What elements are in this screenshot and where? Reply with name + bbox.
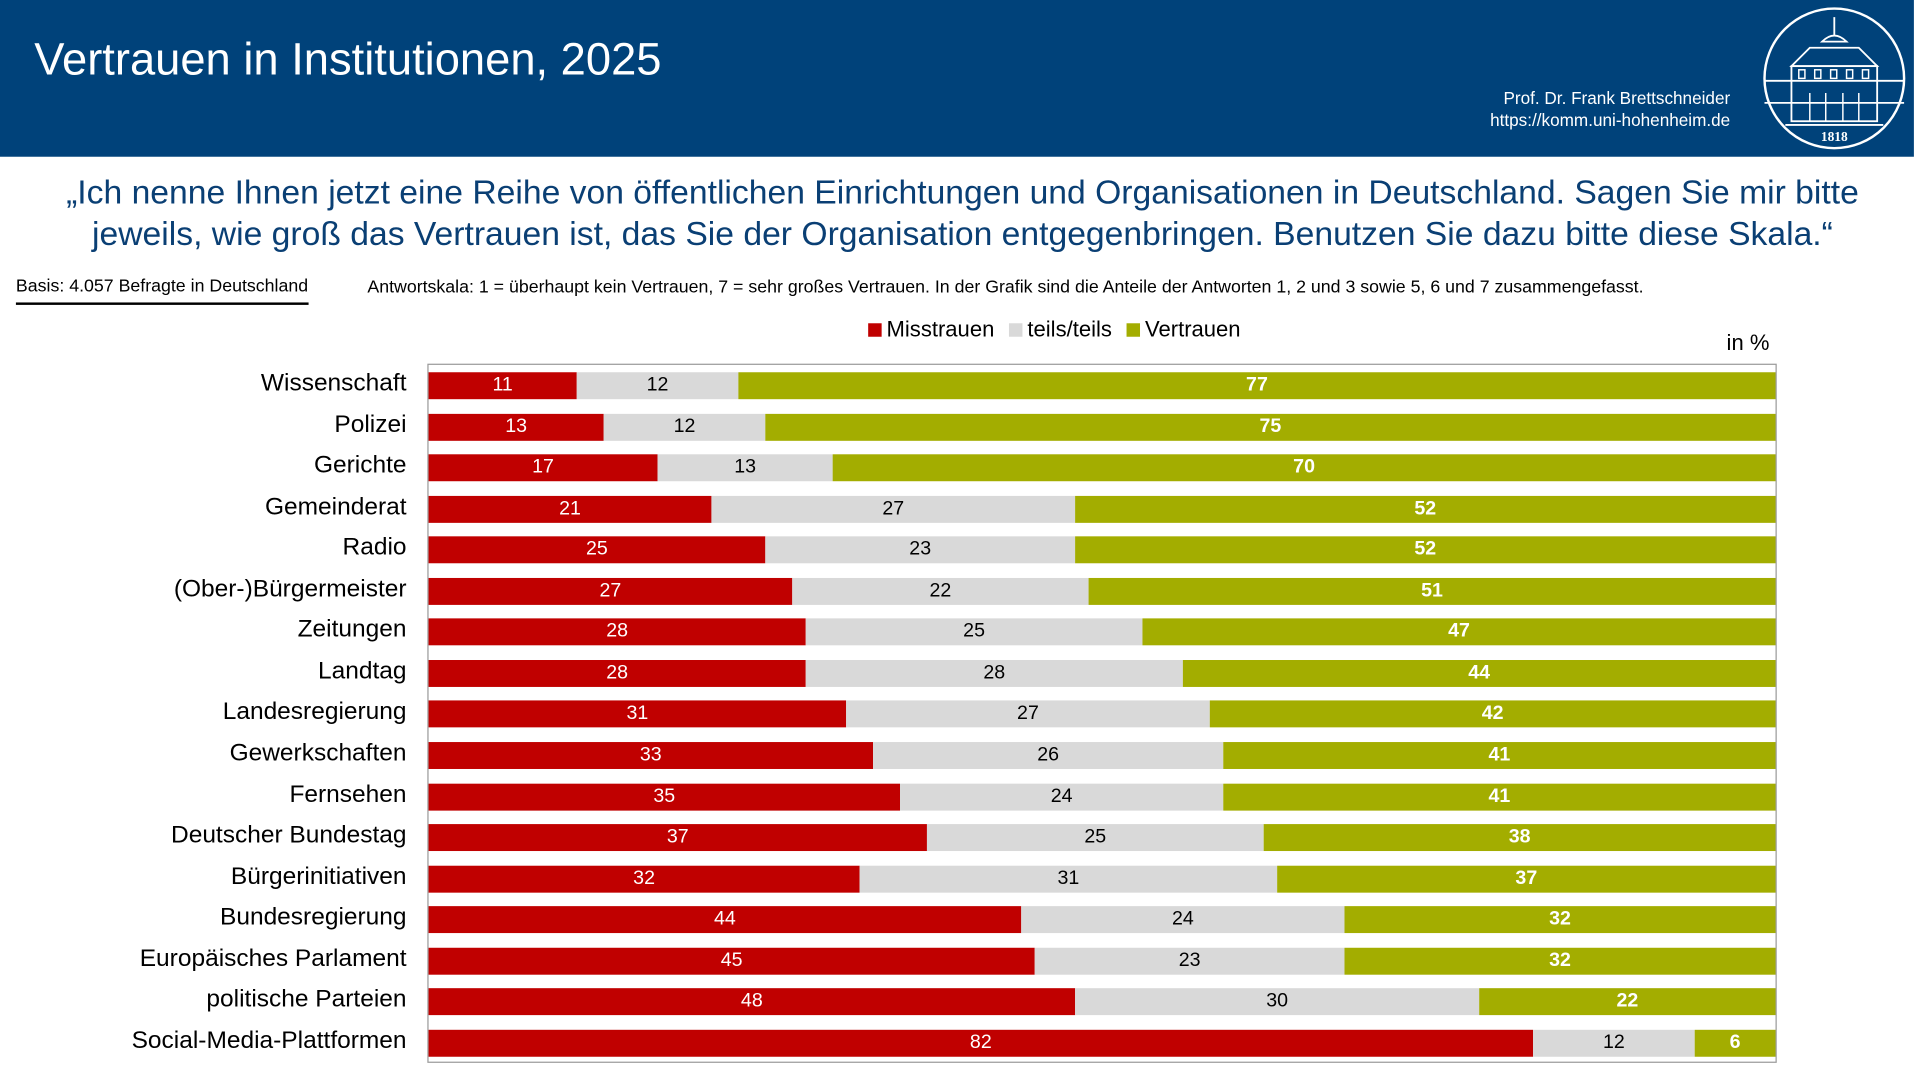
bar-segment-teils-teils: 27 xyxy=(711,495,1076,523)
page-title: Vertrauen in Institutionen, 2025 xyxy=(34,34,662,85)
legend: Misstrauen teils/teils Vertrauen xyxy=(868,317,1241,343)
legend-label: Vertrauen xyxy=(1144,317,1241,342)
category-label: Gewerkschaften xyxy=(229,739,407,767)
legend-item: Vertrauen xyxy=(1126,317,1241,343)
bar-segment-misstrauen: 33 xyxy=(428,741,874,769)
author-url: https://komm.uni-hohenheim.de xyxy=(1490,110,1731,130)
bar-segment-misstrauen: 31 xyxy=(428,700,847,728)
bar-segment-teils-teils: 12 xyxy=(603,413,766,441)
category-label: Gerichte xyxy=(313,451,407,479)
bar-segment-vertrauen: 41 xyxy=(1223,741,1776,769)
bar-segment-misstrauen: 13 xyxy=(428,413,604,441)
legend-label: Misstrauen xyxy=(886,317,995,342)
category-label: Bürgerinitiativen xyxy=(230,862,407,890)
bar-segment-misstrauen: 25 xyxy=(428,536,766,564)
legend-swatch xyxy=(1126,323,1141,337)
bar-segment-teils-teils: 13 xyxy=(657,454,833,482)
bar-segment-teils-teils: 27 xyxy=(846,700,1210,728)
bar-segment-misstrauen: 21 xyxy=(428,495,712,523)
bar-segment-vertrauen: 32 xyxy=(1344,947,1776,975)
category-label: Social-Media-Plattformen xyxy=(131,1027,407,1055)
bar-segment-teils-teils: 31 xyxy=(859,865,1278,893)
bar-segment-vertrauen: 41 xyxy=(1223,783,1776,811)
bar-segment-misstrauen: 28 xyxy=(428,618,806,646)
category-label: (Ober-)Bürgermeister xyxy=(173,575,407,603)
category-label: Landesregierung xyxy=(222,698,407,726)
bar-segment-misstrauen: 17 xyxy=(428,454,658,482)
bar-segment-vertrauen: 37 xyxy=(1277,865,1776,893)
category-label: Gemeinderat xyxy=(264,493,407,520)
bar-segment-vertrauen: 70 xyxy=(832,454,1776,482)
bar-segment-misstrauen: 28 xyxy=(428,659,806,687)
legend-item: teils/teils xyxy=(1009,317,1112,343)
category-label: Fernsehen xyxy=(289,780,407,808)
bar-segment-vertrauen: 77 xyxy=(738,372,1776,400)
bar-segment-vertrauen: 38 xyxy=(1263,824,1776,852)
bar-segment-teils-teils: 23 xyxy=(1034,947,1345,975)
sample-basis: Basis: 4.057 Befragte in Deutschland xyxy=(15,277,309,305)
bar-segment-teils-teils: 24 xyxy=(1021,906,1345,934)
bar-segment-misstrauen: 32 xyxy=(428,865,860,893)
legend-swatch xyxy=(868,323,882,337)
bar-segment-misstrauen: 44 xyxy=(428,906,1022,934)
bar-segment-misstrauen: 11 xyxy=(428,372,577,400)
bar-segment-misstrauen: 45 xyxy=(428,947,1035,975)
bar-segment-teils-teils: 30 xyxy=(1075,988,1480,1016)
bar-segment-teils-teils: 25 xyxy=(926,824,1264,852)
university-seal-logo: 1818 xyxy=(1763,7,1906,150)
plot-area: 11 12 77 13 12 75 17 13 70 21 27 52 25 23 52 27 22 51 28 25… xyxy=(427,363,1777,1063)
bar-segment-teils-teils: 12 xyxy=(576,372,739,400)
unit-label: in % xyxy=(1726,330,1770,356)
category-label: Landtag xyxy=(318,657,407,685)
legend-swatch xyxy=(1009,323,1023,337)
bar-segment-teils-teils: 22 xyxy=(792,577,1089,605)
author-name: Prof. Dr. Frank Brettschneider xyxy=(1503,88,1731,108)
bar-segment-vertrauen: 22 xyxy=(1479,988,1776,1016)
category-label: Bundesregierung xyxy=(219,903,407,931)
category-label: Europäisches Parlament xyxy=(139,944,407,972)
category-label: Zeitungen xyxy=(297,616,407,644)
legend-label: teils/teils xyxy=(1027,317,1112,342)
category-label: Wissenschaft xyxy=(260,369,407,397)
bar-segment-teils-teils: 12 xyxy=(1533,1029,1695,1057)
header-banner: Vertrauen in Institutionen, 2025 Prof. D… xyxy=(0,0,1914,157)
bar-segment-teils-teils: 23 xyxy=(765,536,1076,564)
bar-segment-vertrauen: 44 xyxy=(1182,659,1776,687)
bar-segment-vertrauen: 52 xyxy=(1075,536,1776,564)
bar-segment-misstrauen: 27 xyxy=(428,577,793,605)
bar-segment-teils-teils: 26 xyxy=(873,741,1224,769)
bar-segment-teils-teils: 24 xyxy=(900,783,1224,811)
bar-segment-vertrauen: 6 xyxy=(1694,1029,1776,1057)
bar-segment-misstrauen: 35 xyxy=(428,783,901,811)
scale-note: Antwortskala: 1 = überhaupt kein Vertrau… xyxy=(367,277,1644,298)
bar-segment-vertrauen: 42 xyxy=(1209,700,1776,728)
bar-segment-misstrauen: 37 xyxy=(428,824,927,852)
category-label: Radio xyxy=(342,534,407,562)
bar-segment-vertrauen: 32 xyxy=(1344,906,1776,934)
svg-text:1818: 1818 xyxy=(1821,129,1848,144)
category-label: Polizei xyxy=(334,410,407,438)
bar-segment-vertrauen: 52 xyxy=(1075,495,1776,523)
bar-segment-vertrauen: 51 xyxy=(1088,577,1776,605)
category-label: Deutscher Bundestag xyxy=(171,821,407,849)
bar-segment-vertrauen: 47 xyxy=(1142,618,1776,646)
survey-question: „Ich nenne Ihnen jetzt eine Reihe von öf… xyxy=(66,172,1859,253)
category-label: politische Parteien xyxy=(206,986,407,1013)
bar-segment-teils-teils: 25 xyxy=(805,618,1143,646)
bar-segment-vertrauen: 75 xyxy=(765,413,1776,441)
bar-segment-teils-teils: 28 xyxy=(805,659,1183,687)
bar-segment-misstrauen: 48 xyxy=(428,988,1076,1016)
author-info: Prof. Dr. Frank Brettschneider https://k… xyxy=(1490,87,1730,131)
legend-item: Misstrauen xyxy=(868,317,994,343)
bar-segment-misstrauen: 82 xyxy=(428,1029,1534,1057)
